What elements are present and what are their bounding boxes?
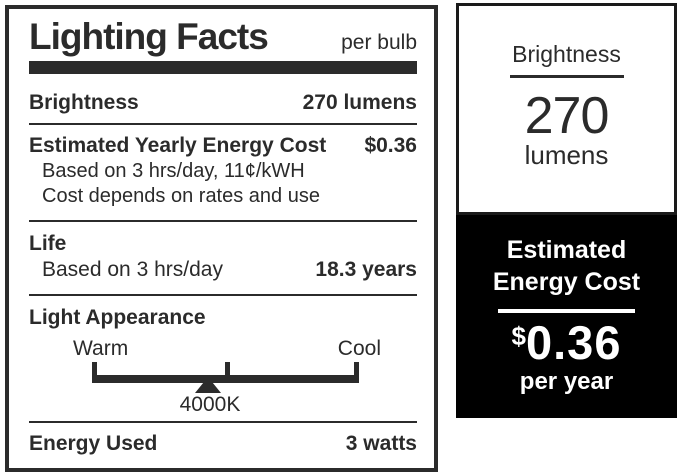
divider [29, 123, 417, 125]
energy-cost-note-2: Cost depends on rates and use [42, 185, 320, 207]
badge-cost-title-line1: Estimated [506, 236, 627, 264]
energy-used-value: 3 watts [345, 432, 417, 455]
life-label: Life [29, 232, 67, 255]
life-value: 18.3 years [315, 258, 417, 281]
label-title: Lighting Facts [29, 16, 269, 57]
energy-cost-badge: Estimated Energy Cost $0.36 per year [456, 215, 677, 418]
color-temperature-marker-triangle-icon [195, 377, 221, 393]
scale-left-tick [92, 362, 97, 383]
life-row: Based on 3 hrs/day 18.3 years [29, 258, 417, 281]
energy-cost-note-1: Based on 3 hrs/day, 11¢/kWH [42, 160, 305, 182]
brightness-badge: Brightness 270 lumens [456, 3, 677, 215]
light-appearance-scale: Warm Cool 4000K [29, 329, 417, 417]
badge-cost-price: $0.36 [456, 319, 677, 366]
badge-brightness-underline [509, 75, 624, 78]
color-temperature-value: 4000K [179, 393, 241, 416]
label-header: Lighting Facts per bulb [29, 17, 417, 57]
energy-used-row: Energy Used 3 watts [29, 432, 417, 455]
badge-cost-period: per year [519, 368, 614, 395]
lighting-facts-label: Lighting Facts per bulb Brightness 270 l… [5, 5, 438, 472]
badge-cost-title-line2: Energy Cost [492, 267, 641, 296]
badge-cost-rule [498, 309, 635, 313]
divider [29, 220, 417, 222]
energy-cost-label: Estimated Yearly Energy Cost [29, 134, 327, 157]
per-bulb-text: per bulb [341, 31, 417, 54]
energy-cost-value: $0.36 [364, 134, 417, 157]
life-note: Based on 3 hrs/day [42, 258, 223, 281]
badge-cost-currency: $ [511, 321, 526, 351]
brightness-label: Brightness [29, 91, 139, 114]
badge-brightness-title: Brightness [512, 41, 621, 67]
warm-label: Warm [73, 337, 129, 360]
badge-cost-value: 0.36 [525, 316, 622, 369]
brightness-row: Brightness 270 lumens [29, 91, 417, 114]
header-rule-bar [29, 61, 417, 74]
scale-right-tick [354, 362, 359, 383]
badge-brightness-unit: lumens [524, 140, 609, 170]
energy-cost-row: Estimated Yearly Energy Cost $0.36 [29, 134, 417, 157]
divider [29, 421, 417, 423]
cool-label: Cool [337, 337, 381, 360]
divider [29, 294, 417, 296]
brightness-value: 270 lumens [302, 91, 417, 114]
scale-middle-tick [225, 362, 230, 383]
badge-brightness-value: 270 [524, 87, 610, 145]
energy-used-label: Energy Used [29, 432, 158, 455]
light-appearance-label: Light Appearance [29, 306, 206, 329]
scale-bar [92, 375, 359, 383]
